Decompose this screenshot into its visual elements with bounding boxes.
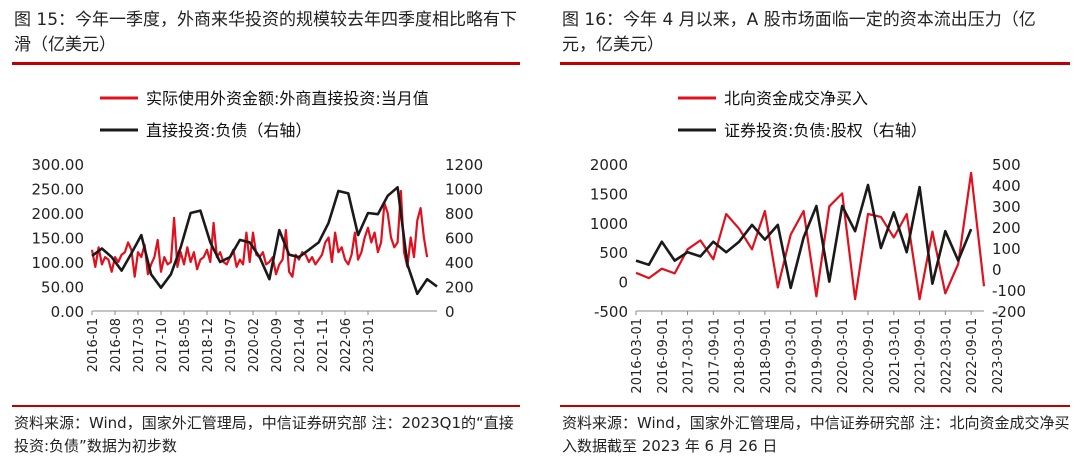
x-tick-label: 2020-09 — [270, 318, 285, 372]
x-tick-label: 2017-10 — [155, 318, 170, 372]
right-tick-label: 0 — [445, 303, 455, 321]
x-tick-label: 2016-03-01 — [630, 318, 645, 394]
x-tick-label: 2022-06 — [339, 318, 354, 372]
x-tick-label: 2016-01 — [86, 318, 101, 372]
chart-15: 0.00 50.00 100.00 150.00 200.00 250.00 300.00 0… — [32, 89, 484, 372]
left-tick-label: 0 — [618, 274, 628, 292]
left-tick-label: 2000 — [590, 156, 628, 174]
figure-15-top-rule — [12, 62, 520, 65]
x-tick-label: 2021-11 — [316, 318, 331, 372]
left-tick-label: 1000 — [590, 215, 628, 233]
legend-label-1: 北向资金成交净买入 — [724, 89, 868, 108]
x-tick-label: 2023-03-01 — [991, 318, 1006, 394]
x-tick-label: 2017-09-01 — [707, 318, 722, 394]
right-tick-label: 200 — [992, 219, 1021, 237]
right-tick-label: 1000 — [445, 181, 483, 199]
right-tick-label: 400 — [445, 254, 474, 272]
series-line-2 — [91, 186, 438, 296]
x-tick-label: 2019-07 — [224, 318, 239, 372]
legend-label-1: 实际使用外资金额:外商直接投资:当月值 — [146, 89, 429, 108]
left-tick-label: 0.00 — [51, 303, 84, 321]
figure-15-bottom-rule — [12, 405, 520, 407]
figure-16: 图 16：今年 4 月以来，A 股市场面临一定的资本流出压力（亿元，亿美元） -… — [548, 0, 1080, 469]
left-tick-label: 500 — [599, 244, 628, 262]
x-tick-label: 2016-09-01 — [656, 318, 671, 394]
figure-16-source: 资料来源：Wind，国家外汇管理局，中信证券研究部 注：北向资金成交净买入数据截… — [562, 414, 1070, 455]
x-tick-label: 2017-03-01 — [682, 318, 697, 394]
right-tick-label: 0 — [992, 261, 1002, 279]
figure-16-title: 图 16：今年 4 月以来，A 股市场面临一定的资本流出压力（亿元，亿美元） — [562, 10, 1036, 55]
x-tick-label: 2018-09-01 — [759, 318, 774, 394]
left-tick-label: 50.00 — [41, 279, 84, 297]
x-tick-label: 2019-09-01 — [810, 318, 825, 394]
figure-16-bottom-rule — [560, 405, 1070, 407]
right-tick-label: 100 — [992, 240, 1021, 258]
left-tick-label: 250.00 — [32, 181, 85, 199]
x-tick-label: 2017-03 — [132, 318, 147, 372]
legend-label-2: 直接投资:负债（右轴） — [146, 121, 311, 140]
x-tick-label: 2016-08 — [109, 318, 124, 372]
series-line-1 — [635, 171, 986, 301]
left-tick-label: 150.00 — [32, 230, 85, 248]
x-tick-label: 2021-03-01 — [888, 318, 903, 394]
legend-label-2: 证券投资:负债:股权（右轴） — [724, 121, 927, 140]
figure-15-source: 资料来源：Wind，国家外汇管理局，中信证券研究部 注：2023Q1的“直接投资… — [14, 414, 514, 455]
x-tick-label: 2022-09-01 — [965, 318, 980, 394]
right-tick-label: 300 — [992, 198, 1021, 216]
x-tick-label: 2021-09-01 — [914, 318, 929, 394]
right-tick-label: 600 — [445, 230, 474, 248]
right-tick-label: -100 — [992, 282, 1026, 300]
x-tick-label: 2020-02 — [247, 318, 262, 372]
x-tick-label: 2018-05 — [178, 318, 193, 372]
x-tick-label: 2023-01 — [362, 318, 377, 372]
series-line-2 — [635, 183, 973, 290]
left-tick-label: 1500 — [590, 185, 628, 203]
series-line-1 — [90, 189, 429, 278]
right-tick-label: -200 — [992, 303, 1026, 321]
right-tick-label: 400 — [992, 177, 1021, 195]
x-tick-label: 2018-03-01 — [733, 318, 748, 394]
figure-15-title: 图 15：今年一季度，外商来华投资的规模较去年四季度相比略有下滑（亿美元） — [14, 10, 518, 55]
chart-16: -500 0 500 1000 1500 2000 -200 -100 0 100 200 300 40… — [590, 89, 1026, 394]
left-tick-label: -500 — [594, 303, 628, 321]
x-tick-label: 2020-03-01 — [836, 318, 851, 394]
right-tick-label: 1200 — [445, 156, 483, 174]
figure-15: 图 15：今年一季度，外商来华投资的规模较去年四季度相比略有下滑（亿美元） 0.… — [0, 0, 530, 469]
x-tick-label: 2020-09-01 — [862, 318, 877, 394]
left-tick-label: 200.00 — [32, 205, 85, 223]
right-tick-label: 200 — [445, 279, 474, 297]
left-tick-label: 300.00 — [32, 156, 85, 174]
left-tick-label: 100.00 — [32, 254, 85, 272]
x-tick-label: 2019-03-01 — [785, 318, 800, 394]
x-tick-label: 2021-04 — [293, 318, 308, 372]
x-tick-label: 2018-12 — [201, 318, 216, 372]
x-tick-label: 2022-03-01 — [939, 318, 954, 394]
figure-16-top-rule — [560, 62, 1070, 65]
right-tick-label: 500 — [992, 156, 1021, 174]
right-tick-label: 800 — [445, 205, 474, 223]
